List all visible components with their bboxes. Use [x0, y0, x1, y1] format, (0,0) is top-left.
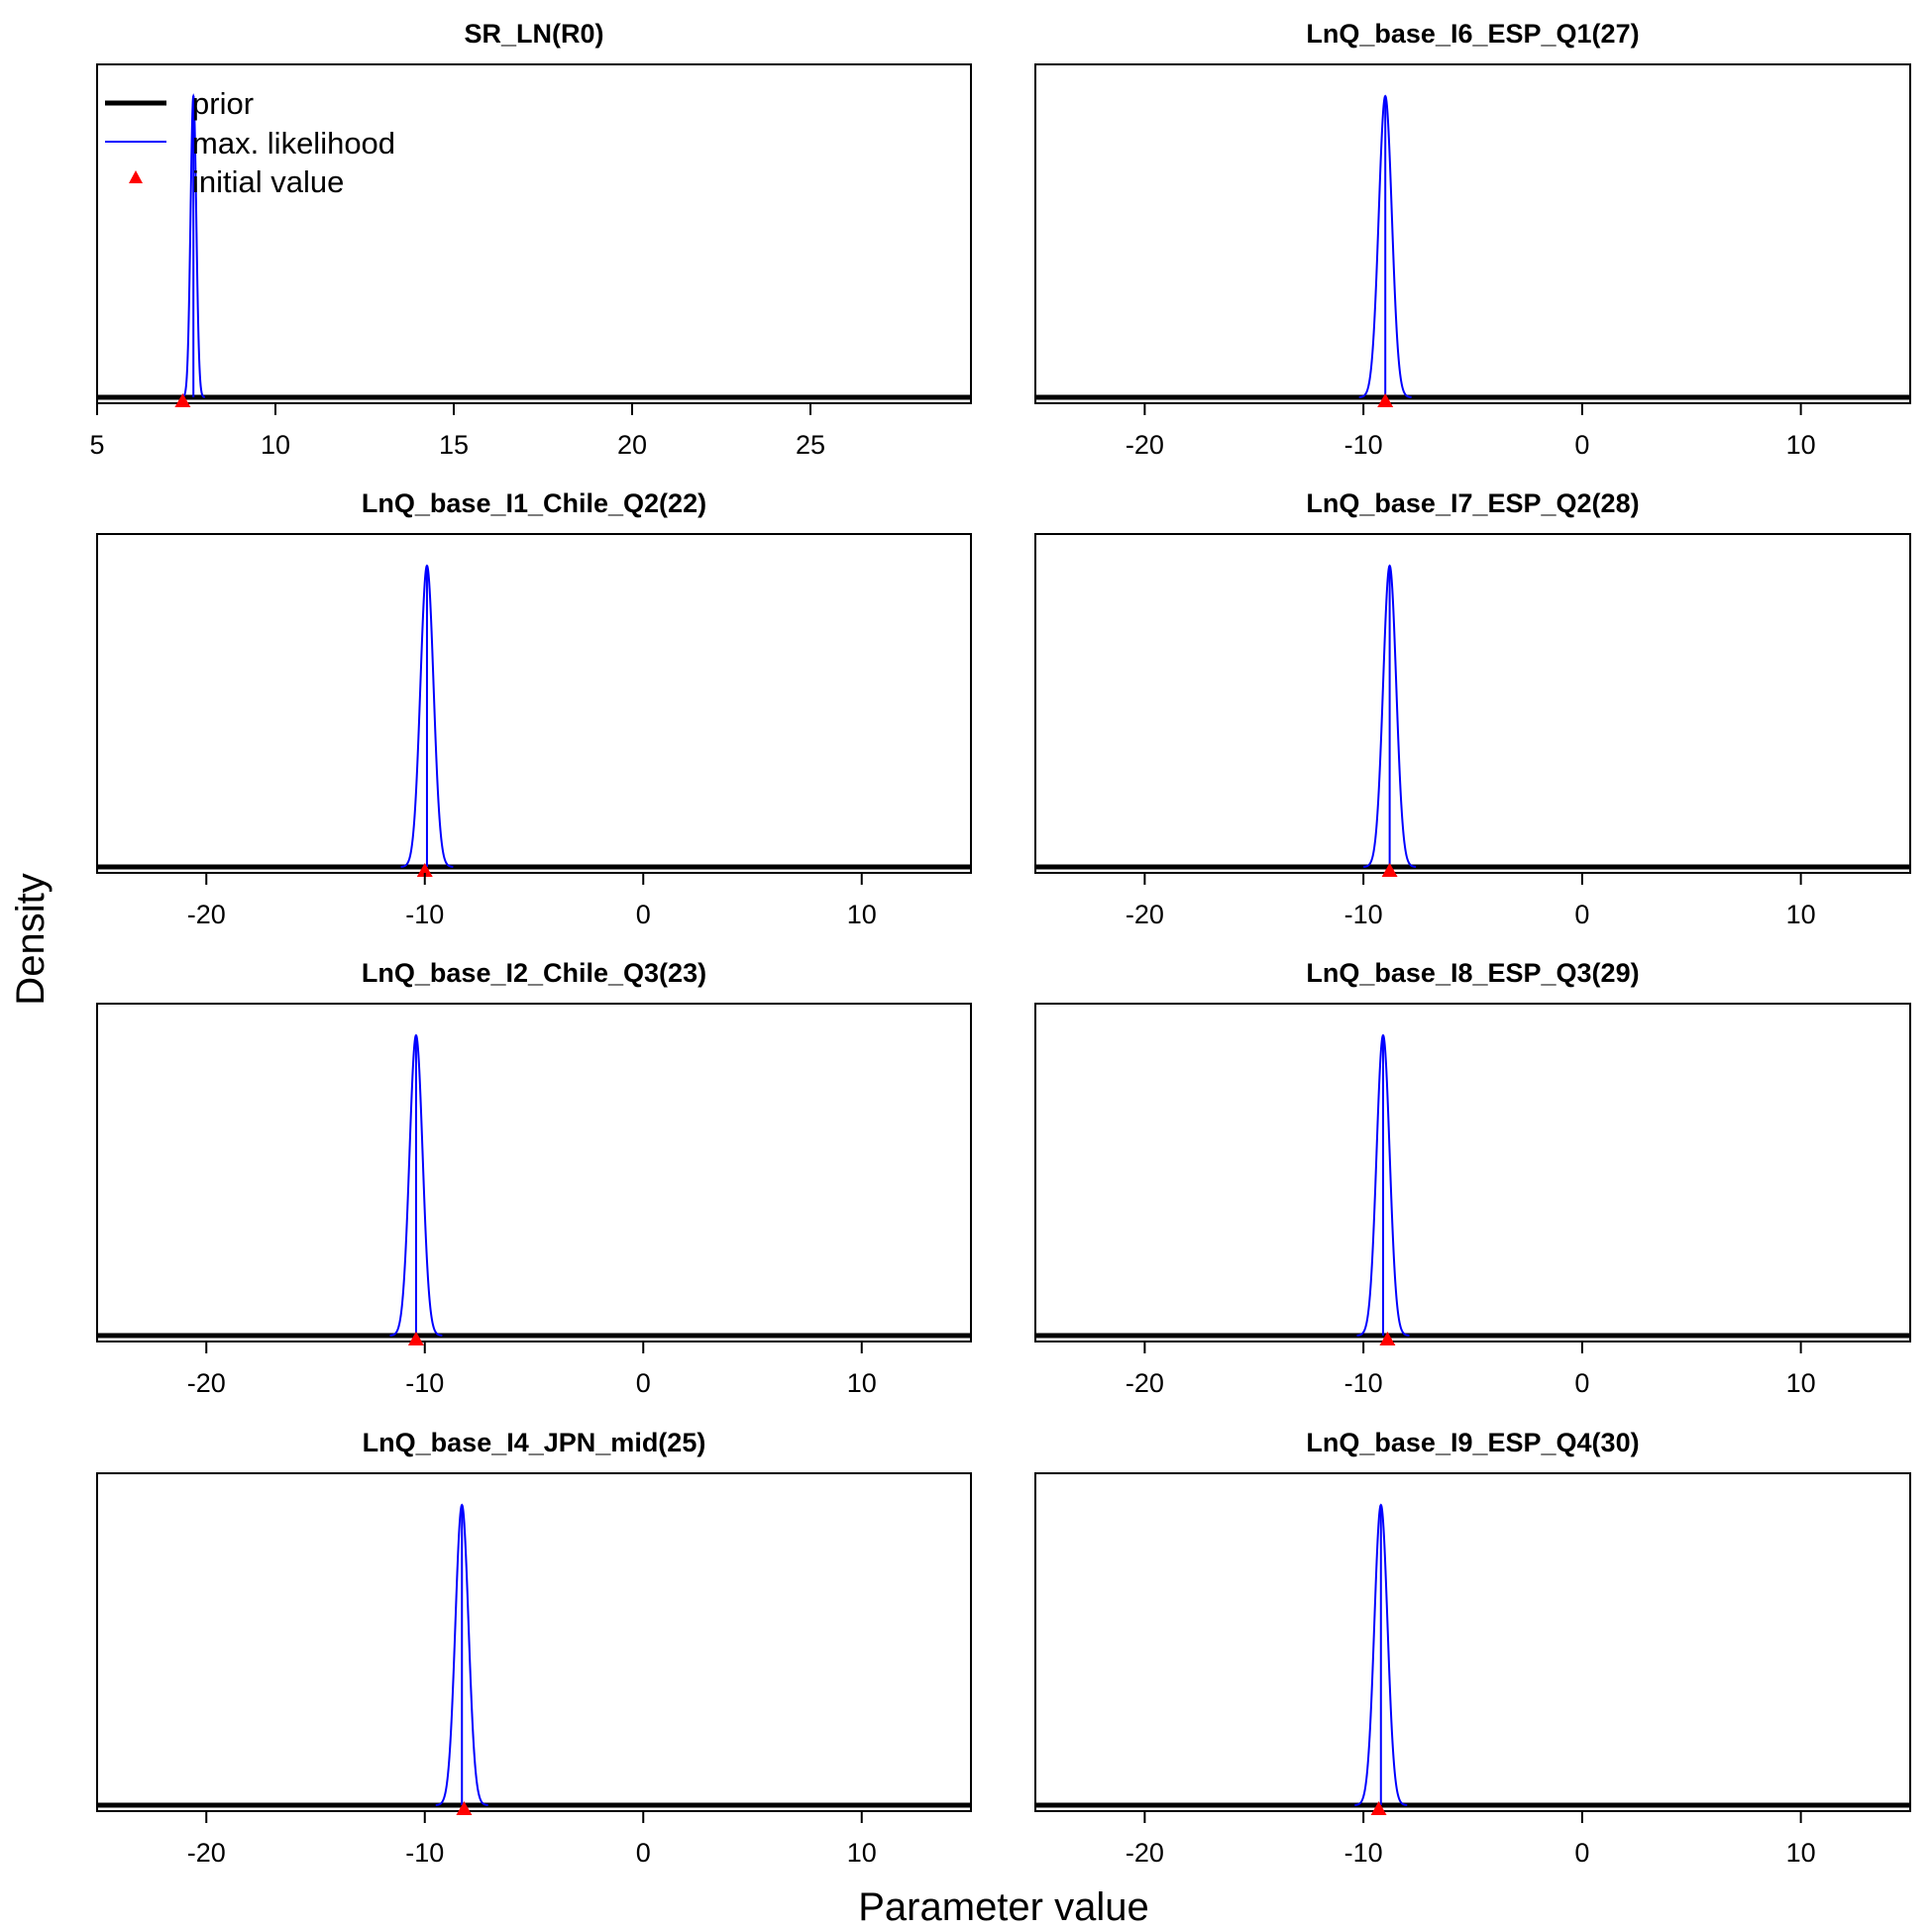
x-tick-label: 0 [1574, 430, 1589, 460]
panel-7: LnQ_base_I4_JPN_mid(25) -20 -10 0 10 [96, 1428, 972, 1868]
legend-label-prior: prior [192, 86, 254, 121]
plot-frame [96, 533, 972, 874]
x-tick-label: 0 [636, 1838, 651, 1868]
x-tick-label: 0 [1574, 900, 1589, 929]
panel-title: LnQ_base_I1_Chile_Q2(22) [362, 488, 706, 518]
panel-title: LnQ_base_I4_JPN_mid(25) [363, 1428, 706, 1457]
initial-value-marker [416, 863, 433, 877]
legend-initial-value-swatch [129, 170, 143, 183]
legend-label-max-likelihood: max. likelihood [192, 126, 395, 161]
x-tick-label: 20 [617, 430, 647, 460]
legend: prior max. likelihood initial value [105, 86, 395, 199]
plot-frame [96, 1472, 972, 1812]
x-tick-label: 0 [636, 900, 651, 929]
x-tick-label: 10 [261, 430, 290, 460]
initial-value-marker [174, 393, 191, 407]
initial-value-marker [1370, 1801, 1387, 1815]
plot-frame [96, 63, 972, 404]
x-tick-label: -10 [1344, 430, 1383, 460]
panels-group: SR_LN(R0) 5 10 15 20 25 LnQ_base_I6_ESP_Q1(27)… [89, 19, 1911, 1868]
x-tick-label: -10 [405, 900, 444, 929]
plot-frame [1034, 1472, 1911, 1812]
x-tick-label: 10 [1786, 430, 1816, 460]
x-tick-label: -10 [405, 1838, 444, 1868]
panel-6: LnQ_base_I8_ESP_Q3(29) -20 -10 0 10 [1034, 958, 1911, 1398]
plot-frame [1034, 63, 1911, 404]
panel-title: LnQ_base_I7_ESP_Q2(28) [1306, 488, 1639, 518]
x-tick-label: -20 [187, 900, 226, 929]
x-tick-label: 10 [1786, 1838, 1816, 1868]
panel-title: LnQ_base_I9_ESP_Q4(30) [1306, 1428, 1639, 1457]
x-tick-label: -10 [1344, 1368, 1383, 1398]
plot-frame [96, 1003, 972, 1342]
panel-1: SR_LN(R0) 5 10 15 20 25 [89, 19, 972, 460]
initial-value-marker [1377, 393, 1394, 407]
x-tick-label: -10 [1344, 1838, 1383, 1868]
x-tick-label: 5 [89, 430, 104, 460]
x-tick-label: -20 [1126, 1368, 1164, 1398]
x-tick-label: -20 [1126, 1838, 1164, 1868]
x-tick-label: 0 [636, 1368, 651, 1398]
panel-title: LnQ_base_I8_ESP_Q3(29) [1306, 958, 1639, 988]
x-tick-label: -20 [187, 1838, 226, 1868]
initial-value-marker [1381, 863, 1398, 877]
x-axis-title: Parameter value [858, 1885, 1148, 1929]
x-tick-label: -20 [1126, 430, 1164, 460]
legend-label-initial-value: initial value [192, 164, 344, 199]
x-tick-label: 0 [1574, 1368, 1589, 1398]
x-tick-label: 15 [439, 430, 469, 460]
x-tick-label: 25 [796, 430, 825, 460]
x-tick-label: 10 [847, 900, 877, 929]
x-tick-label: 10 [847, 1368, 877, 1398]
initial-value-marker [407, 1332, 424, 1345]
panel-5: LnQ_base_I2_Chile_Q3(23) -20 -10 0 10 [96, 958, 972, 1398]
plot-frame [1034, 1003, 1911, 1342]
panel-title: LnQ_base_I2_Chile_Q3(23) [362, 958, 706, 988]
panel-title: SR_LN(R0) [464, 19, 603, 49]
plot-frame [1034, 533, 1911, 874]
panel-3: LnQ_base_I1_Chile_Q2(22) -20 -10 0 10 [96, 488, 972, 929]
panel-8: LnQ_base_I9_ESP_Q4(30) -20 -10 0 10 [1034, 1428, 1911, 1868]
initial-value-marker [1379, 1332, 1396, 1345]
initial-value-marker [456, 1801, 473, 1815]
x-tick-label: -20 [1126, 900, 1164, 929]
x-tick-label: -10 [405, 1368, 444, 1398]
y-axis-title: Density [9, 873, 53, 1005]
panel-4: LnQ_base_I7_ESP_Q2(28) -20 -10 0 10 [1034, 488, 1911, 929]
x-tick-label: 0 [1574, 1838, 1589, 1868]
x-tick-label: 10 [1786, 900, 1816, 929]
x-tick-label: 10 [1786, 1368, 1816, 1398]
panel-title: LnQ_base_I6_ESP_Q1(27) [1306, 19, 1639, 49]
panel-2: LnQ_base_I6_ESP_Q1(27) -20 -10 0 10 [1034, 19, 1911, 460]
x-tick-label: -10 [1344, 900, 1383, 929]
x-tick-label: 10 [847, 1838, 877, 1868]
x-tick-label: -20 [187, 1368, 226, 1398]
